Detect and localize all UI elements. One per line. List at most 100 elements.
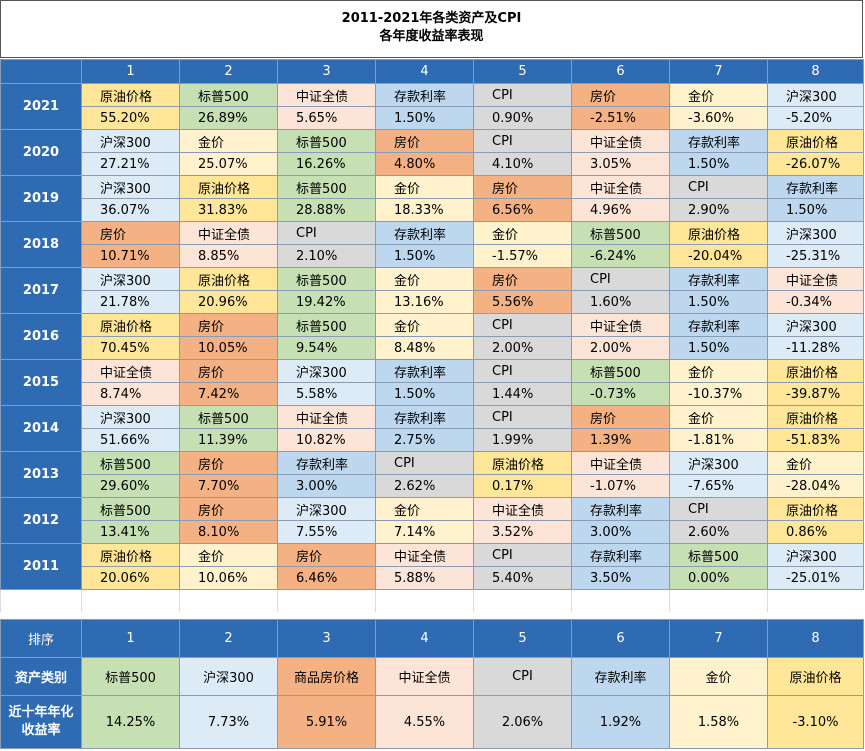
column-header: 2 xyxy=(179,59,278,84)
return-value-cell: 1.50% xyxy=(375,244,474,268)
asset-name-cell: 中证全债 xyxy=(375,543,474,567)
spacer-cell xyxy=(81,589,180,612)
return-value-cell: 29.60% xyxy=(81,474,180,498)
return-value-cell: -0.34% xyxy=(767,290,864,314)
return-value-cell: -3.60% xyxy=(669,106,768,130)
return-value-cell: 20.96% xyxy=(179,290,278,314)
return-value-cell: -10.37% xyxy=(669,382,768,406)
return-value-cell: -20.04% xyxy=(669,244,768,268)
asset-name-cell: 中证全债 xyxy=(277,83,376,107)
asset-name-cell: 标普500 xyxy=(571,221,670,245)
return-value-cell: 10.06% xyxy=(179,566,278,590)
year-value-row: 27.21% 25.07% 16.26% 4.80% 4.10% 3.05% 1.50% -2… xyxy=(1,152,864,176)
asset-name-cell: 金价 xyxy=(473,221,572,245)
year-row: 2014 沪深300 标普500 中证全债 存款利率 CPI 房价 金价 原油价格 xyxy=(0,405,864,452)
return-value-cell: -5.20% xyxy=(767,106,864,130)
return-value-cell: 10.05% xyxy=(179,336,278,360)
asset-name-cell: CPI xyxy=(473,129,572,153)
column-header: 6 xyxy=(571,59,670,84)
column-header: 8 xyxy=(767,59,864,84)
annualized-return-label: 近十年年化 收益率 xyxy=(0,695,82,749)
year-value-row: 70.45% 10.05% 9.54% 8.48% 2.00% 2.00% 1.50% -11… xyxy=(1,336,864,360)
spacer-cell xyxy=(375,589,474,612)
asset-name-cell: 沪深300 xyxy=(767,83,864,107)
return-value-cell: 0.90% xyxy=(473,106,572,130)
return-value-cell: 13.16% xyxy=(375,290,474,314)
spacer-cell xyxy=(767,589,864,612)
rank-number: 3 xyxy=(277,619,376,658)
asset-name-cell: CPI xyxy=(473,359,572,383)
asset-name-cell: 原油价格 xyxy=(81,83,180,107)
return-value-cell: 8.48% xyxy=(375,336,474,360)
asset-name-cell: 标普500 xyxy=(81,497,180,521)
spacer-cell xyxy=(277,589,376,612)
year-label: 2016 xyxy=(0,313,82,360)
year-label: 2021 xyxy=(0,83,82,130)
return-value-cell: 1.60% xyxy=(571,290,670,314)
return-value-cell: 5.40% xyxy=(473,566,572,590)
year-value-row: 36.07% 31.83% 28.88% 18.33% 6.56% 4.96% 2.90% 1… xyxy=(1,198,864,222)
asset-name-cell: 原油价格 xyxy=(179,267,278,291)
summary-asset-name: 标普500 xyxy=(81,657,180,696)
asset-name-cell: CPI xyxy=(669,497,768,521)
return-value-cell: 55.20% xyxy=(81,106,180,130)
return-value-cell: 9.54% xyxy=(277,336,376,360)
summary-return-value: 7.73% xyxy=(179,695,278,749)
year-row: 2019 沪深300 原油价格 标普500 金价 房价 中证全债 CPI 存款利率 xyxy=(0,175,864,222)
asset-name-cell: 房价 xyxy=(277,543,376,567)
column-header: 3 xyxy=(277,59,376,84)
summary-return-value: 2.06% xyxy=(473,695,572,749)
asset-name-cell: CPI xyxy=(473,543,572,567)
asset-name-cell: 金价 xyxy=(375,267,474,291)
spacer-row xyxy=(0,589,864,612)
return-value-cell: 0.17% xyxy=(473,474,572,498)
asset-name-cell: 中证全债 xyxy=(571,129,670,153)
year-label: 2012 xyxy=(0,497,82,544)
asset-name-cell: CPI xyxy=(571,267,670,291)
summary-return-value: -3.10% xyxy=(767,695,864,749)
return-value-cell: 10.71% xyxy=(81,244,180,268)
asset-name-cell: 房价 xyxy=(179,497,278,521)
return-value-cell: 1.50% xyxy=(375,106,474,130)
return-value-cell: 21.78% xyxy=(81,290,180,314)
return-value-cell: 3.00% xyxy=(571,520,670,544)
title-line-1: 2011-2021年各类资产及CPI xyxy=(341,11,522,26)
asset-name-cell: 沪深300 xyxy=(81,175,180,199)
asset-name-cell: 金价 xyxy=(179,129,278,153)
year-value-row: 10.71% 8.85% 2.10% 1.50% -1.57% -6.24% -20.04%… xyxy=(1,244,864,268)
return-value-cell: -51.83% xyxy=(767,428,864,452)
return-value-cell: 2.75% xyxy=(375,428,474,452)
return-value-cell: 8.74% xyxy=(81,382,180,406)
return-value-cell: 1.50% xyxy=(669,152,768,176)
asset-name-cell: 房价 xyxy=(571,83,670,107)
return-value-cell: 51.66% xyxy=(81,428,180,452)
asset-name-cell: 标普500 xyxy=(179,405,278,429)
asset-name-cell: 金价 xyxy=(669,405,768,429)
spacer-cell xyxy=(473,589,572,612)
annualized-return-row: 近十年年化 收益率 14.25% 7.73% 5.91% 4.55% 2.06% 1.92% 1… xyxy=(0,695,864,749)
return-value-cell: 5.88% xyxy=(375,566,474,590)
year-label: 2020 xyxy=(0,129,82,176)
asset-name-cell: 原油价格 xyxy=(179,175,278,199)
asset-class-row: 资产类别 标普500 沪深300 商品房价格 中证全债 CPI 存款利率 金价 原油价格 xyxy=(0,657,864,696)
rank-number: 2 xyxy=(179,619,278,658)
asset-name-cell: CPI xyxy=(473,83,572,107)
return-value-cell: 25.07% xyxy=(179,152,278,176)
spacer-cell xyxy=(571,589,670,612)
asset-name-cell: 房价 xyxy=(571,405,670,429)
year-row: 2015 中证全债 房价 沪深300 存款利率 CPI 标普500 金价 原油价格 xyxy=(0,359,864,406)
year-value-row: 8.74% 7.42% 5.58% 1.50% 1.44% -0.73% -10.37% -3… xyxy=(1,382,864,406)
return-value-cell: 7.70% xyxy=(179,474,278,498)
return-value-cell: 4.10% xyxy=(473,152,572,176)
return-value-cell: 13.41% xyxy=(81,520,180,544)
asset-name-cell: 房价 xyxy=(473,267,572,291)
asset-name-cell: 沪深300 xyxy=(81,267,180,291)
asset-name-cell: 标普500 xyxy=(669,543,768,567)
spacer-cell xyxy=(0,589,82,612)
asset-name-cell: 存款利率 xyxy=(375,359,474,383)
return-value-cell: 5.58% xyxy=(277,382,376,406)
rank-row: 排序 1 2 3 4 5 6 7 8 xyxy=(0,619,864,658)
summary-asset-name: 原油价格 xyxy=(767,657,864,696)
asset-name-cell: 标普500 xyxy=(277,129,376,153)
asset-name-cell: 中证全债 xyxy=(81,359,180,383)
